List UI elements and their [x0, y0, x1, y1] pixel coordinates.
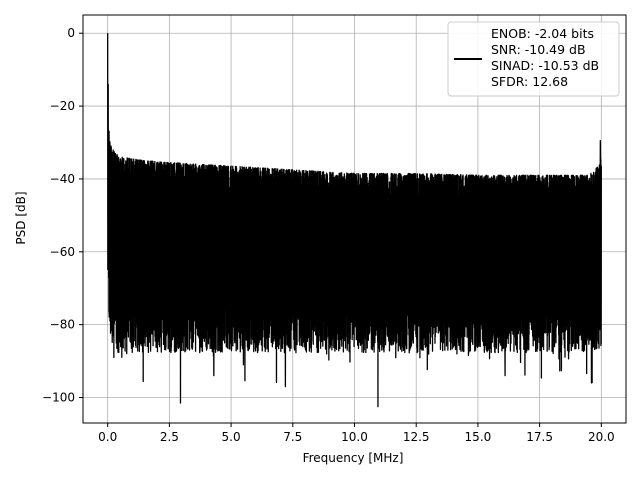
- y-axis-ticks: 0 −20 −40 −60 −80 −100: [42, 26, 83, 405]
- legend-entry-sfdr: SFDR: 12.68: [491, 74, 568, 89]
- y-tick-label: −20: [50, 99, 75, 113]
- x-tick-label: 7.5: [283, 430, 302, 444]
- x-tick-label: 17.5: [526, 430, 553, 444]
- legend-entry-sinad: SINAD: -10.53 dB: [491, 58, 599, 73]
- legend-box: [447, 21, 620, 97]
- x-tick-label: 10.0: [341, 430, 368, 444]
- x-tick-label: 2.5: [160, 430, 179, 444]
- legend-entry-snr: SNR: -10.49 dB: [491, 42, 586, 57]
- x-axis-ticks: 0.0 2.5 5.0 7.5 10.0 12.5 15.0 17.5 20.0: [98, 423, 615, 444]
- psd-trace-line: [107, 33, 602, 408]
- y-tick-label: −60: [50, 245, 75, 259]
- y-tick-label: 0: [67, 26, 75, 40]
- y-tick-label: −100: [42, 391, 75, 405]
- x-tick-label: 15.0: [465, 430, 492, 444]
- psd-trace-group: [107, 33, 602, 408]
- x-tick-label: 5.0: [222, 430, 241, 444]
- legend-entry-enob: ENOB: -2.04 bits: [491, 26, 594, 41]
- y-tick-label: −40: [50, 172, 75, 186]
- x-tick-label: 0.0: [98, 430, 117, 444]
- y-axis-label: PSD [dB]: [14, 191, 28, 244]
- x-tick-label: 20.0: [588, 430, 615, 444]
- y-tick-label: −80: [50, 318, 75, 332]
- x-tick-label: 12.5: [403, 430, 430, 444]
- x-axis-label: Frequency [MHz]: [303, 451, 404, 465]
- legend: ENOB: -2.04 bits SNR: -10.49 dB SINAD: -…: [447, 21, 620, 97]
